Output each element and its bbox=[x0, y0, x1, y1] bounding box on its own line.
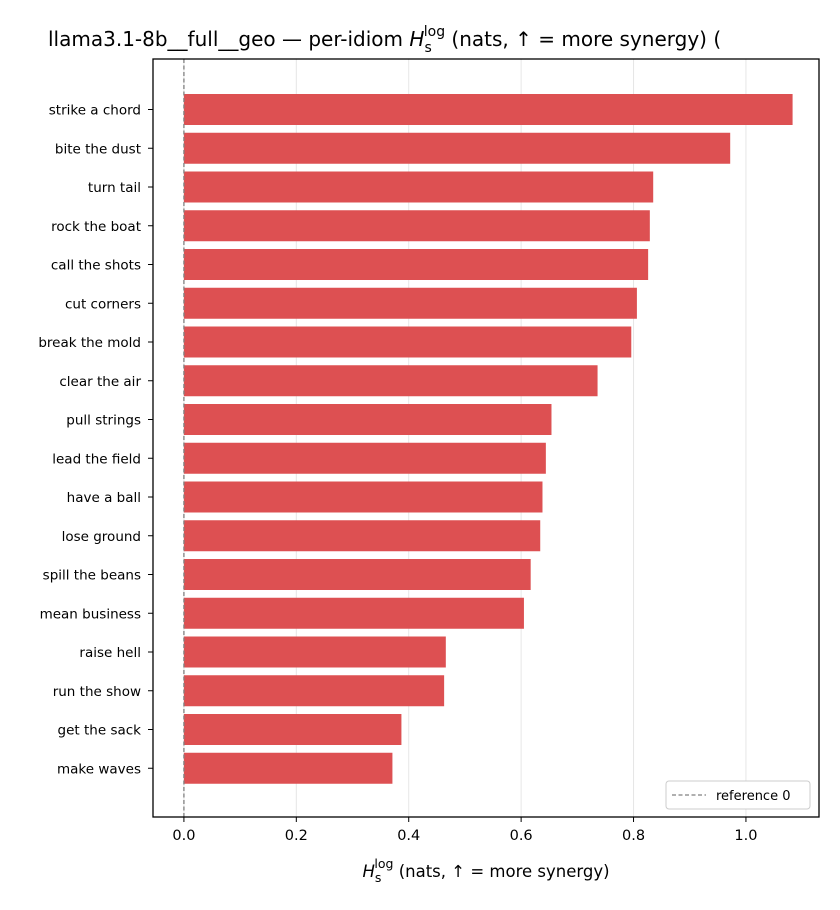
y-tick-label: run the show bbox=[53, 684, 141, 700]
y-tick-label: raise hell bbox=[79, 645, 141, 661]
x-tick-label: 0.0 bbox=[172, 828, 195, 844]
y-tick-label: lead the field bbox=[52, 451, 141, 467]
y-tick-label: rock the boat bbox=[51, 219, 141, 235]
x-tick-label: 1.0 bbox=[734, 828, 757, 844]
bar bbox=[183, 675, 445, 707]
bar bbox=[183, 520, 541, 552]
x-axis-ticks: 0.0 0.2 0.4 0.6 0.8 1.0 bbox=[172, 817, 757, 844]
bar bbox=[183, 94, 793, 125]
bar bbox=[183, 481, 543, 513]
bars bbox=[183, 94, 793, 784]
y-tick-label: break the mold bbox=[38, 335, 141, 351]
bar bbox=[183, 210, 650, 242]
legend: reference 0 bbox=[665, 780, 811, 810]
y-tick-label: have a ball bbox=[67, 490, 141, 506]
x-tick-label: 0.6 bbox=[510, 828, 533, 844]
legend-reference-label: reference 0 bbox=[716, 789, 790, 804]
legend-box bbox=[665, 780, 811, 810]
bar bbox=[183, 597, 524, 629]
bar bbox=[183, 171, 654, 203]
bar bbox=[183, 326, 632, 358]
bar bbox=[183, 559, 531, 590]
y-tick-label: strike a chord bbox=[49, 103, 141, 119]
y-tick-label: spill the beans bbox=[43, 568, 141, 584]
bar bbox=[183, 404, 552, 435]
y-tick-label: mean business bbox=[40, 606, 141, 622]
bar bbox=[183, 752, 393, 784]
y-tick-label: lose ground bbox=[62, 529, 141, 545]
y-tick-label: get the sack bbox=[58, 723, 142, 739]
y-axis-ticks: strike a chord bite the dust turn tail rock… bbox=[38, 103, 153, 777]
bar bbox=[183, 636, 446, 668]
y-tick-label: turn tail bbox=[88, 180, 141, 196]
plot-frame bbox=[152, 58, 820, 818]
bar bbox=[183, 287, 637, 319]
y-tick-label: cut corners bbox=[65, 296, 141, 312]
x-axis-label: Hslog (nats, ↑ = more synergy) bbox=[362, 856, 609, 885]
bar bbox=[183, 132, 731, 164]
bar bbox=[183, 365, 598, 397]
bar bbox=[183, 714, 402, 745]
y-tick-label: call the shots bbox=[51, 258, 141, 274]
y-tick-label: pull strings bbox=[66, 413, 141, 429]
y-tick-label: make waves bbox=[57, 761, 141, 777]
y-tick-label: bite the dust bbox=[55, 141, 141, 157]
chart-title: llama3.1-8b__full__geo — per-idiom Hslog… bbox=[48, 24, 721, 56]
x-tick-label: 0.2 bbox=[285, 828, 308, 844]
x-tick-label: 0.4 bbox=[397, 828, 420, 844]
y-tick-label: clear the air bbox=[59, 374, 141, 390]
x-tick-label: 0.8 bbox=[622, 828, 645, 844]
bar bbox=[183, 249, 649, 280]
bar bbox=[183, 442, 546, 474]
